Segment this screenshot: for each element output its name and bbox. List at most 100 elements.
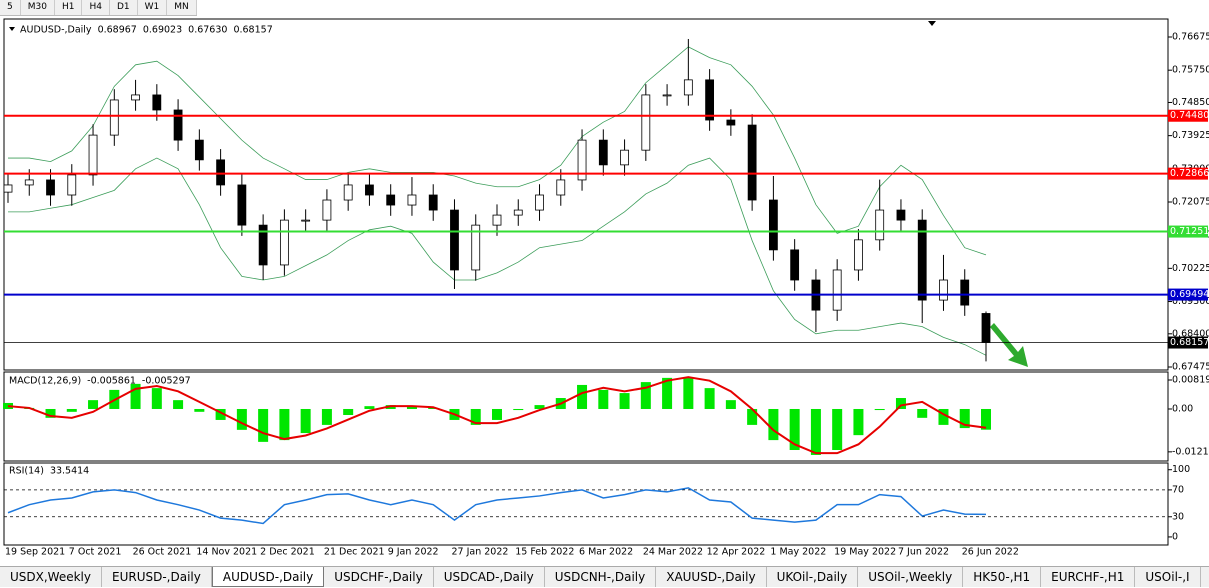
chart-tab[interactable]: USDCAD-,Daily bbox=[434, 567, 545, 587]
background bbox=[0, 16, 1209, 566]
chart-tab[interactable]: USDCHF-,Daily bbox=[324, 567, 434, 587]
chart-tab[interactable]: USDX,Weekly bbox=[0, 567, 102, 587]
chart-tab[interactable]: HK50-,H1 bbox=[963, 567, 1042, 587]
timeframe-button[interactable]: H1 bbox=[55, 0, 83, 15]
timeframe-button[interactable]: W1 bbox=[138, 0, 168, 15]
y-tick-label: 0.70225 bbox=[1172, 263, 1209, 274]
timeframe-button[interactable]: H4 bbox=[82, 0, 110, 15]
chart-tab[interactable]: UKOil-,Daily bbox=[767, 567, 859, 587]
chart-header: -0.005861 bbox=[87, 376, 136, 387]
candle-body bbox=[641, 94, 651, 151]
macd-bar bbox=[236, 408, 247, 430]
macd-bar bbox=[173, 400, 184, 409]
macd-bar bbox=[513, 408, 524, 411]
candle-body bbox=[88, 134, 98, 176]
y-tick-label: 100 bbox=[1172, 464, 1190, 475]
macd-bar bbox=[683, 377, 694, 409]
chart-tabs: USDX,Weekly EURUSD-,Daily AUDUSD-,Daily USD… bbox=[0, 566, 1209, 587]
y-tick-label: 0.67475 bbox=[1172, 361, 1209, 372]
chart-header: 0.68967 bbox=[98, 25, 137, 36]
candle-body bbox=[683, 79, 693, 96]
chart-header: 0.68157 bbox=[233, 25, 272, 36]
chart-tab[interactable]: USOil-,I bbox=[1135, 567, 1201, 587]
macd-bar bbox=[704, 388, 715, 409]
candle-body bbox=[598, 139, 608, 166]
y-tick-label: -0.012121 bbox=[1172, 446, 1209, 457]
chart-tab[interactable]: EURCHF-,H1 bbox=[1041, 567, 1136, 587]
level-label-bg bbox=[1168, 288, 1208, 301]
candle-body bbox=[535, 194, 544, 211]
macd-bar bbox=[917, 408, 928, 418]
macd-bar bbox=[88, 400, 99, 409]
timeframe-button[interactable]: 5 bbox=[0, 0, 21, 15]
candle-body bbox=[24, 179, 34, 186]
candle-body bbox=[279, 219, 289, 266]
macd-bar bbox=[130, 383, 141, 409]
chart-tab[interactable]: USOil-,Weekly bbox=[858, 567, 964, 587]
y-tick-label: 0.72075 bbox=[1172, 196, 1209, 207]
candle-body bbox=[620, 149, 629, 166]
current-price-label: 0.68157 bbox=[1170, 337, 1209, 348]
macd-bar bbox=[577, 384, 588, 409]
candle-body bbox=[216, 159, 226, 186]
macd-bar bbox=[832, 408, 843, 451]
candle-body bbox=[705, 79, 715, 121]
candle-body bbox=[492, 214, 502, 226]
candle-body bbox=[662, 94, 672, 97]
macd-bar bbox=[938, 408, 949, 425]
candle-body bbox=[109, 99, 119, 136]
candle-body bbox=[237, 184, 247, 226]
candle-body bbox=[577, 139, 587, 181]
macd-bar bbox=[768, 408, 779, 441]
candle-body bbox=[939, 279, 948, 301]
level-label: 0.72866 bbox=[1170, 168, 1209, 179]
macd-bar bbox=[747, 408, 758, 425]
candle-body bbox=[556, 179, 566, 196]
macd-bar bbox=[874, 408, 885, 411]
candle-body bbox=[301, 219, 311, 222]
timeframe-button[interactable]: MN bbox=[167, 0, 197, 15]
current-price-bg bbox=[1168, 336, 1208, 349]
candle-body bbox=[513, 209, 523, 216]
trend-arrow bbox=[990, 323, 1028, 367]
chart-tab[interactable]: XAUUSD-,Daily bbox=[656, 567, 767, 587]
chart-header: RSI(14) bbox=[9, 466, 44, 477]
macd-bar bbox=[981, 408, 991, 430]
x-tick-label: 9 Jan 2022 bbox=[388, 547, 439, 558]
macd-bar bbox=[853, 408, 864, 436]
macd-bar bbox=[321, 408, 332, 425]
candle-body bbox=[343, 184, 353, 201]
macd-bar bbox=[810, 408, 821, 455]
x-tick-label: 26 Jun 2022 bbox=[962, 547, 1019, 558]
y-tick-label: 0.00 bbox=[1172, 403, 1193, 414]
candle-body bbox=[131, 94, 140, 101]
timeframe-button[interactable]: M30 bbox=[21, 0, 55, 15]
x-tick-label: 21 Dec 2021 bbox=[324, 547, 385, 558]
x-tick-label: 1 May 2022 bbox=[770, 547, 826, 558]
macd-bar bbox=[640, 382, 651, 409]
macd-bar bbox=[428, 407, 439, 409]
chart-header: -0.005297 bbox=[142, 376, 191, 387]
chart-header: 0.69023 bbox=[143, 25, 182, 36]
candle-body bbox=[428, 194, 438, 211]
timeframe-button[interactable]: D1 bbox=[110, 0, 138, 15]
level-label-bg bbox=[1168, 167, 1208, 180]
chart-tab[interactable]: AUDUSD-,Daily bbox=[211, 567, 325, 587]
macd-bar bbox=[45, 408, 56, 418]
y-tick-label: 70 bbox=[1172, 484, 1184, 495]
macd-bar bbox=[151, 388, 162, 409]
macd-bar bbox=[215, 408, 226, 420]
candle-body bbox=[896, 209, 906, 221]
macd-bar bbox=[725, 400, 736, 409]
panel-frame bbox=[3, 371, 1169, 462]
bollinger-band bbox=[8, 46, 987, 256]
candle-body bbox=[67, 174, 77, 196]
candle-body bbox=[832, 269, 842, 311]
panel-frame bbox=[3, 18, 1169, 371]
x-tick-label: 26 Oct 2021 bbox=[133, 547, 192, 558]
y-tick-label: 0.68400 bbox=[1172, 328, 1209, 339]
chart-tab[interactable]: USDCNH-,Daily bbox=[545, 567, 657, 587]
y-tick-label: 0.73925 bbox=[1172, 130, 1209, 141]
chart-tab[interactable]: EURUSD-,Daily bbox=[102, 567, 212, 587]
